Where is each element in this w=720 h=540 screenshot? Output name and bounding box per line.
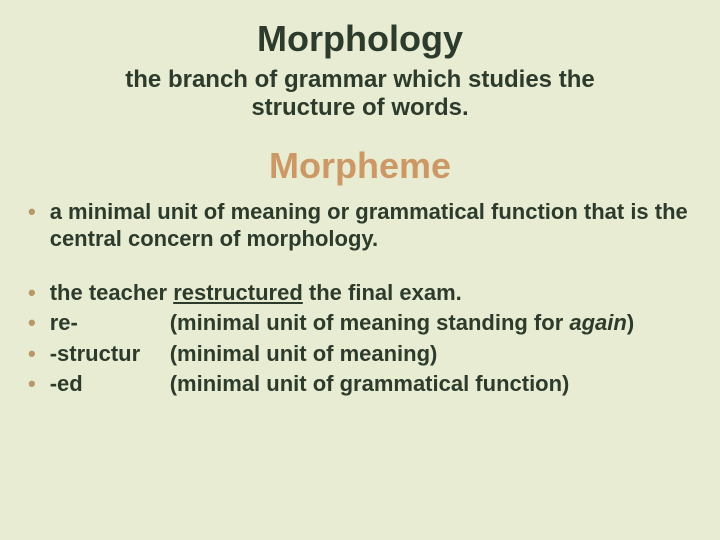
morpheme-desc: (minimal unit of meaning standing for ag… xyxy=(170,310,634,336)
morpheme-desc-italic: again xyxy=(569,310,626,335)
bullet-morpheme-row: • -structur (minimal unit of meaning) xyxy=(28,341,700,367)
morpheme-row-content: -structur (minimal unit of meaning) xyxy=(50,341,700,367)
bullet-marker-icon: • xyxy=(28,280,36,306)
bullet-example-sentence: • the teacher restructured the final exa… xyxy=(28,280,700,306)
example-pre: the teacher xyxy=(50,280,174,305)
morpheme-desc: (minimal unit of grammatical function) xyxy=(170,371,570,397)
title-morpheme: Morpheme xyxy=(20,145,700,187)
bullet-definition: • a minimal unit of meaning or grammatic… xyxy=(28,199,700,252)
example-word: restructured xyxy=(173,280,303,305)
morpheme-desc-pre: (minimal unit of meaning) xyxy=(170,341,438,366)
bullet-morpheme-row: • re- (minimal unit of meaning standing … xyxy=(28,310,700,336)
morpheme-desc-post: ) xyxy=(627,310,634,335)
morpheme-row-content: re- (minimal unit of meaning standing fo… xyxy=(50,310,700,336)
subtitle-morphology: the branch of grammar which studies the … xyxy=(80,66,640,121)
bullet-marker-icon: • xyxy=(28,310,36,336)
list-gap xyxy=(28,256,700,280)
bullet-morpheme-row: • -ed (minimal unit of grammatical funct… xyxy=(28,371,700,397)
morpheme-row-content: -ed (minimal unit of grammatical functio… xyxy=(50,371,700,397)
bullet-marker-icon: • xyxy=(28,371,36,397)
bullet-list: • a minimal unit of meaning or grammatic… xyxy=(20,199,700,397)
morpheme-desc-pre: (minimal unit of meaning standing for xyxy=(170,310,570,335)
morpheme-desc-pre: (minimal unit of grammatical function) xyxy=(170,371,570,396)
morpheme-term: re- xyxy=(50,310,170,336)
bullet-marker-icon: • xyxy=(28,199,36,225)
example-post: the final exam. xyxy=(303,280,462,305)
morpheme-term: -ed xyxy=(50,371,170,397)
morpheme-desc: (minimal unit of meaning) xyxy=(170,341,438,367)
definition-text: a minimal unit of meaning or grammatical… xyxy=(50,199,700,252)
bullet-marker-icon: • xyxy=(28,341,36,367)
example-sentence-text: the teacher restructured the final exam. xyxy=(50,280,700,306)
title-morphology: Morphology xyxy=(20,18,700,60)
morpheme-term: -structur xyxy=(50,341,170,367)
